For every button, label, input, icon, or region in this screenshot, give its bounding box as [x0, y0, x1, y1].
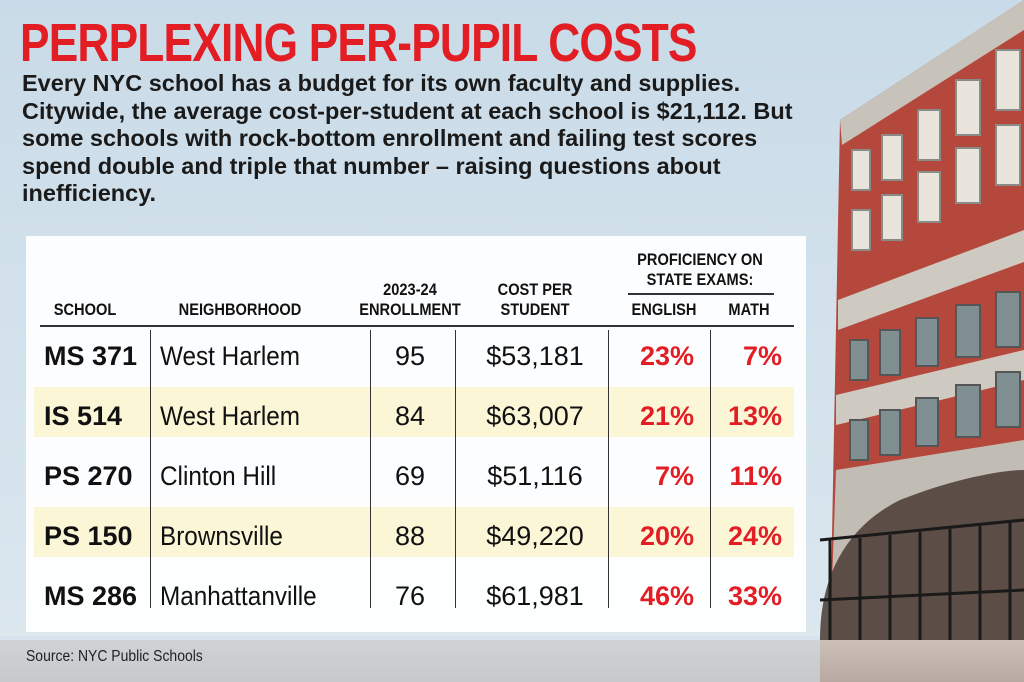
cell-enrollment: 84: [394, 401, 426, 431]
header-english: ENGLISH: [631, 300, 697, 319]
header-math: MATH: [728, 300, 770, 319]
column-divider: [608, 330, 609, 608]
cell-english: 46%: [639, 581, 694, 611]
header-cost-line2: STUDENT: [500, 300, 570, 319]
cell-neighborhood: West Harlem: [160, 341, 300, 371]
cell-math: 24%: [727, 521, 782, 551]
cell-english: 21%: [639, 401, 694, 431]
header-enrollment-line2: ENROLLMENT: [359, 300, 461, 319]
column-divider: [710, 330, 711, 608]
cell-math: 13%: [727, 401, 782, 431]
column-divider: [370, 330, 371, 608]
cell-school: MS 371: [44, 341, 138, 371]
cell-neighborhood: Manhattanville: [160, 581, 317, 611]
cell-cost: $53,181: [486, 341, 584, 371]
cell-cost: $63,007: [486, 401, 584, 431]
cell-english: 20%: [639, 521, 694, 551]
header-proficiency-line2: STATE EXAMS:: [646, 270, 754, 289]
cell-enrollment: 88: [394, 521, 426, 551]
cell-school: PS 150: [44, 521, 133, 551]
header-rule: [40, 325, 794, 327]
cell-enrollment: 69: [394, 461, 426, 491]
cell-enrollment: 76: [394, 581, 426, 611]
cell-math: 7%: [742, 341, 782, 371]
row-band-2: [34, 387, 794, 437]
cell-math: 33%: [727, 581, 782, 611]
cell-school: PS 270: [44, 461, 133, 491]
cell-school: IS 514: [44, 401, 123, 431]
cell-neighborhood: West Harlem: [160, 401, 300, 431]
cell-school: MS 286: [44, 581, 138, 611]
proficiency-underline: [628, 293, 774, 295]
cell-cost: $49,220: [486, 521, 584, 551]
cell-english: 7%: [654, 461, 694, 491]
column-divider: [455, 330, 456, 608]
intro-paragraph: Every NYC school has a budget for its ow…: [22, 70, 793, 207]
header-proficiency-line1: PROFICIENCY ON: [637, 250, 763, 269]
cell-neighborhood: Clinton Hill: [160, 461, 277, 491]
header-cost-line1: COST PER: [497, 280, 573, 299]
cell-cost: $51,116: [487, 461, 583, 491]
header-neighborhood: NEIGHBORHOOD: [178, 300, 302, 319]
cell-enrollment: 95: [394, 341, 426, 371]
source-note: Source: NYC Public Schools: [26, 648, 203, 665]
page-title: PERPLEXING PER-PUPIL COSTS: [20, 13, 697, 73]
header-school: SCHOOL: [53, 300, 117, 319]
cell-math: 11%: [729, 461, 782, 491]
cell-neighborhood: Brownsville: [160, 521, 283, 551]
header-enrollment-line1: 2023-24: [383, 280, 437, 299]
column-divider: [150, 330, 151, 608]
cell-cost: $61,981: [486, 581, 584, 611]
row-band-4: [34, 507, 794, 557]
cell-english: 23%: [639, 341, 694, 371]
